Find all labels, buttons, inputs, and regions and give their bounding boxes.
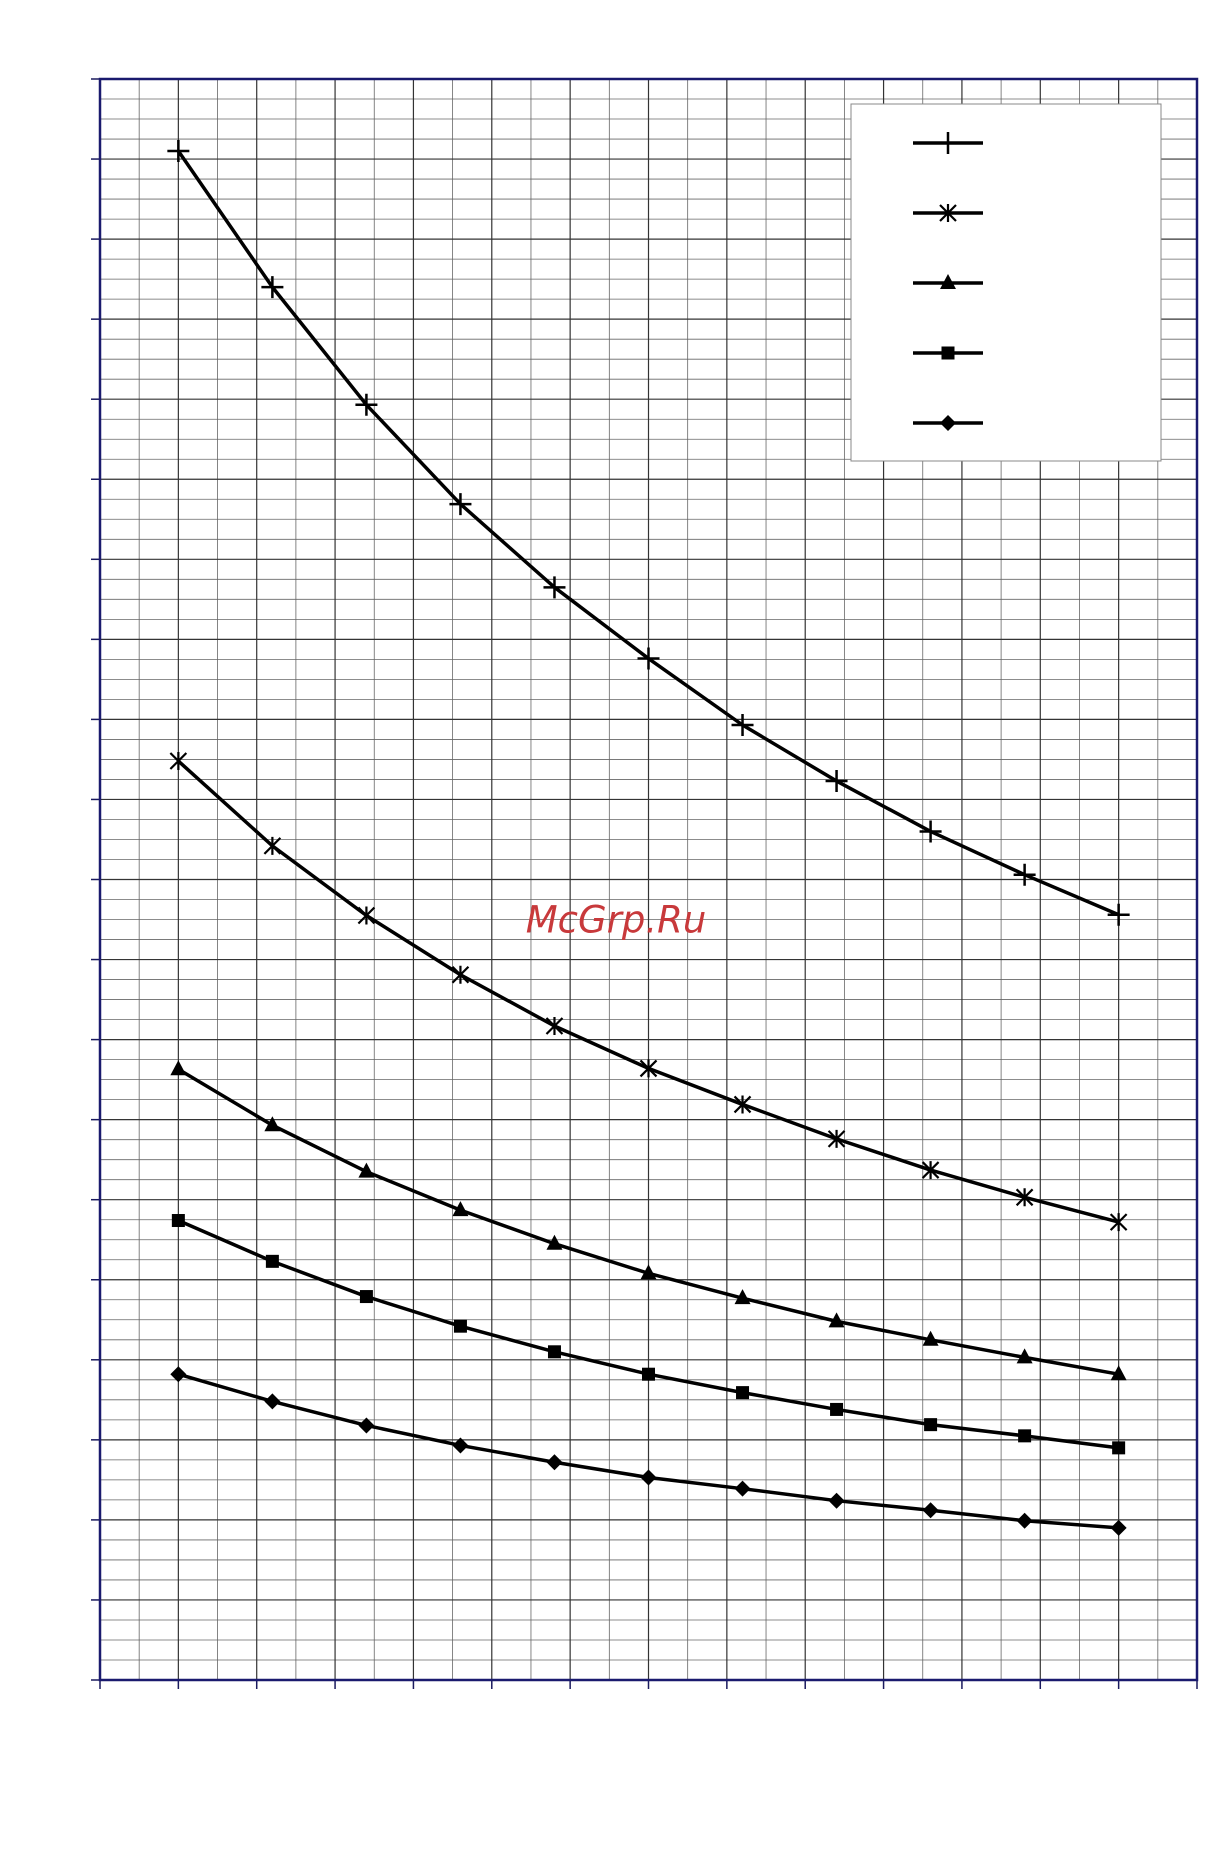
data-point — [639, 1059, 658, 1078]
data-point — [1016, 1348, 1033, 1364]
data-point — [919, 820, 942, 843]
data-point — [637, 647, 660, 670]
legend-marker — [937, 132, 959, 154]
data-point — [357, 906, 376, 925]
data-point — [1109, 1213, 1128, 1232]
data-point — [355, 393, 378, 416]
data-point — [358, 1417, 375, 1434]
data-point — [263, 836, 282, 855]
data-point — [1015, 1188, 1034, 1207]
data-point — [640, 1264, 657, 1280]
data-point — [731, 714, 754, 737]
data-point — [545, 1016, 564, 1035]
data-point — [169, 752, 188, 771]
data-point — [452, 1437, 469, 1454]
data-point — [1107, 903, 1130, 926]
data-point — [1013, 863, 1036, 886]
plot-frame — [98, 77, 1199, 1682]
data-point — [1110, 1519, 1127, 1536]
data-point — [1112, 1441, 1126, 1455]
data-point — [924, 1418, 938, 1432]
data-point — [170, 1060, 187, 1076]
data-point — [922, 1502, 939, 1519]
data-point — [640, 1469, 657, 1486]
data-point — [921, 1161, 940, 1180]
plot-area — [167, 140, 1130, 1536]
data-point — [828, 1492, 845, 1509]
legend-box — [850, 103, 1162, 462]
data-point — [922, 1330, 939, 1346]
data-point — [264, 1393, 281, 1410]
data-point — [261, 276, 284, 299]
data-point — [1110, 1365, 1127, 1381]
legend-marker — [940, 415, 956, 431]
data-point — [264, 1116, 281, 1132]
data-point — [1018, 1429, 1032, 1443]
data-point — [167, 140, 190, 163]
data-point — [265, 1254, 279, 1268]
data-point — [171, 1214, 185, 1228]
data-point — [546, 1454, 563, 1471]
data-point — [734, 1480, 751, 1497]
data-point — [546, 1234, 563, 1250]
data-point — [830, 1402, 844, 1416]
legend-marker — [939, 204, 957, 222]
watermark: McGrp.Ru — [526, 899, 707, 942]
data-point — [736, 1386, 750, 1400]
data-point — [734, 1289, 751, 1305]
legend — [913, 132, 983, 431]
data-point — [828, 1312, 845, 1328]
legend-marker — [940, 274, 956, 289]
data-point — [543, 576, 566, 599]
data-point — [449, 493, 472, 516]
data-point — [1016, 1512, 1033, 1529]
data-point — [170, 1366, 187, 1383]
data-point — [358, 1162, 375, 1178]
data-point — [642, 1367, 655, 1381]
legend-marker — [941, 346, 955, 360]
data-point — [547, 1345, 561, 1359]
data-point — [827, 1129, 846, 1148]
data-point — [825, 770, 848, 793]
data-point — [733, 1095, 752, 1114]
data-point — [451, 965, 470, 984]
data-point — [452, 1201, 469, 1217]
data-point — [359, 1290, 373, 1304]
data-point — [453, 1319, 467, 1333]
